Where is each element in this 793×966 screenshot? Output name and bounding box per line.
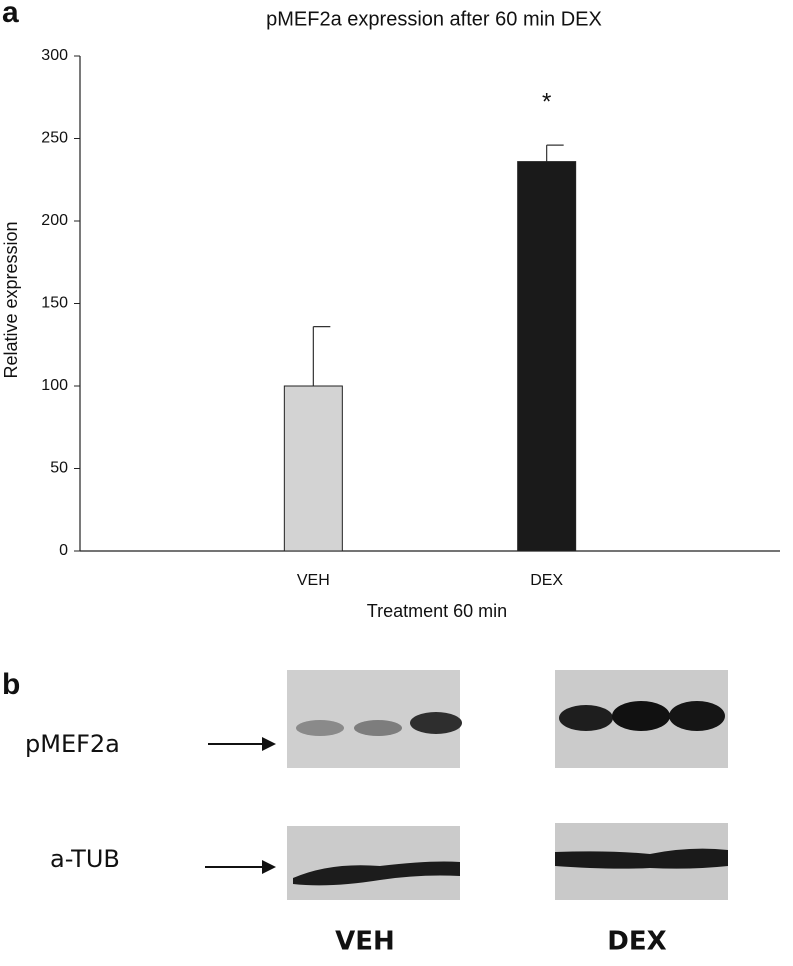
blot-images [287,670,728,900]
blot-group-label: DEX [607,927,666,957]
y-tick-label: 250 [41,130,68,147]
y-tick-label: 150 [41,295,68,312]
chart-title: pMEF2a expression after 60 min DEX [266,8,602,30]
arrows [205,737,276,874]
x-tick-label: VEH [297,572,330,589]
significance-mark: * [542,88,551,115]
y-tick-label: 50 [50,460,68,477]
bar [517,161,577,552]
y-tick-label: 100 [41,377,68,394]
y-tick-label: 0 [59,542,68,559]
y-tick-label: 300 [41,47,68,64]
y-axis-label: Relative expression [1,221,21,378]
x-axis-label: Treatment 60 min [367,601,507,621]
bar [283,385,343,552]
y-tick-label: 200 [41,212,68,229]
blot-row-label: pMEF2a [25,730,120,758]
blot-group-label: VEH [335,927,395,957]
panel-label: a [2,0,19,29]
x-tick-label: DEX [530,572,563,589]
panel-label: b [2,668,20,701]
blot-row-label: a-TUB [50,845,120,873]
